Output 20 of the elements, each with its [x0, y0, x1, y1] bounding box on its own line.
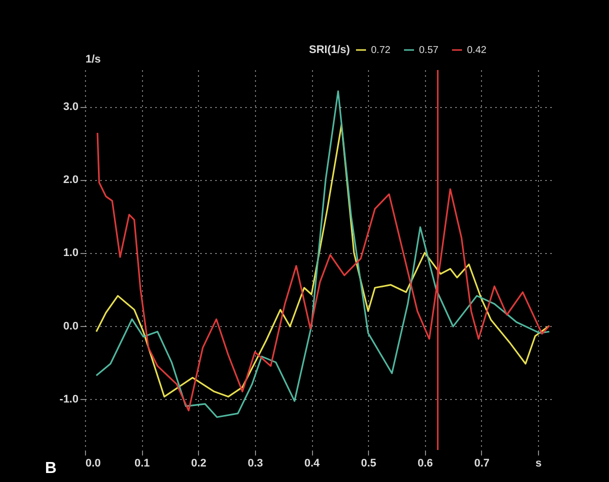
x-tick-label: 0.4 [304, 458, 321, 470]
legend-label: 0.72 [371, 45, 391, 56]
legend-label: 0.42 [467, 45, 487, 56]
y-tick-label: -1.0 [60, 393, 78, 406]
y-tick-label: 1.0 [63, 247, 78, 260]
y-tick-label: 0.0 [63, 320, 78, 332]
y-axis-title: 1/s [86, 54, 101, 66]
y-tick-label: 2.0 [63, 174, 78, 186]
x-tick-label: 0.1 [134, 458, 150, 470]
legend-label: 0.57 [419, 45, 439, 56]
x-tick-label: 0.6 [418, 458, 433, 470]
x-tick-label: 0.7 [474, 458, 490, 470]
y-tick-label: 3.0 [63, 101, 78, 114]
x-tick-label: 0.5 [360, 458, 376, 470]
x-tick-label: s [535, 458, 542, 470]
x-tick-label: 0.3 [248, 458, 264, 470]
x-tick-label: 0.0 [86, 458, 101, 470]
text: B [45, 460, 57, 477]
x-tick-label: 0.2 [191, 458, 206, 470]
legend-title: SRI(1/s) [309, 44, 350, 56]
